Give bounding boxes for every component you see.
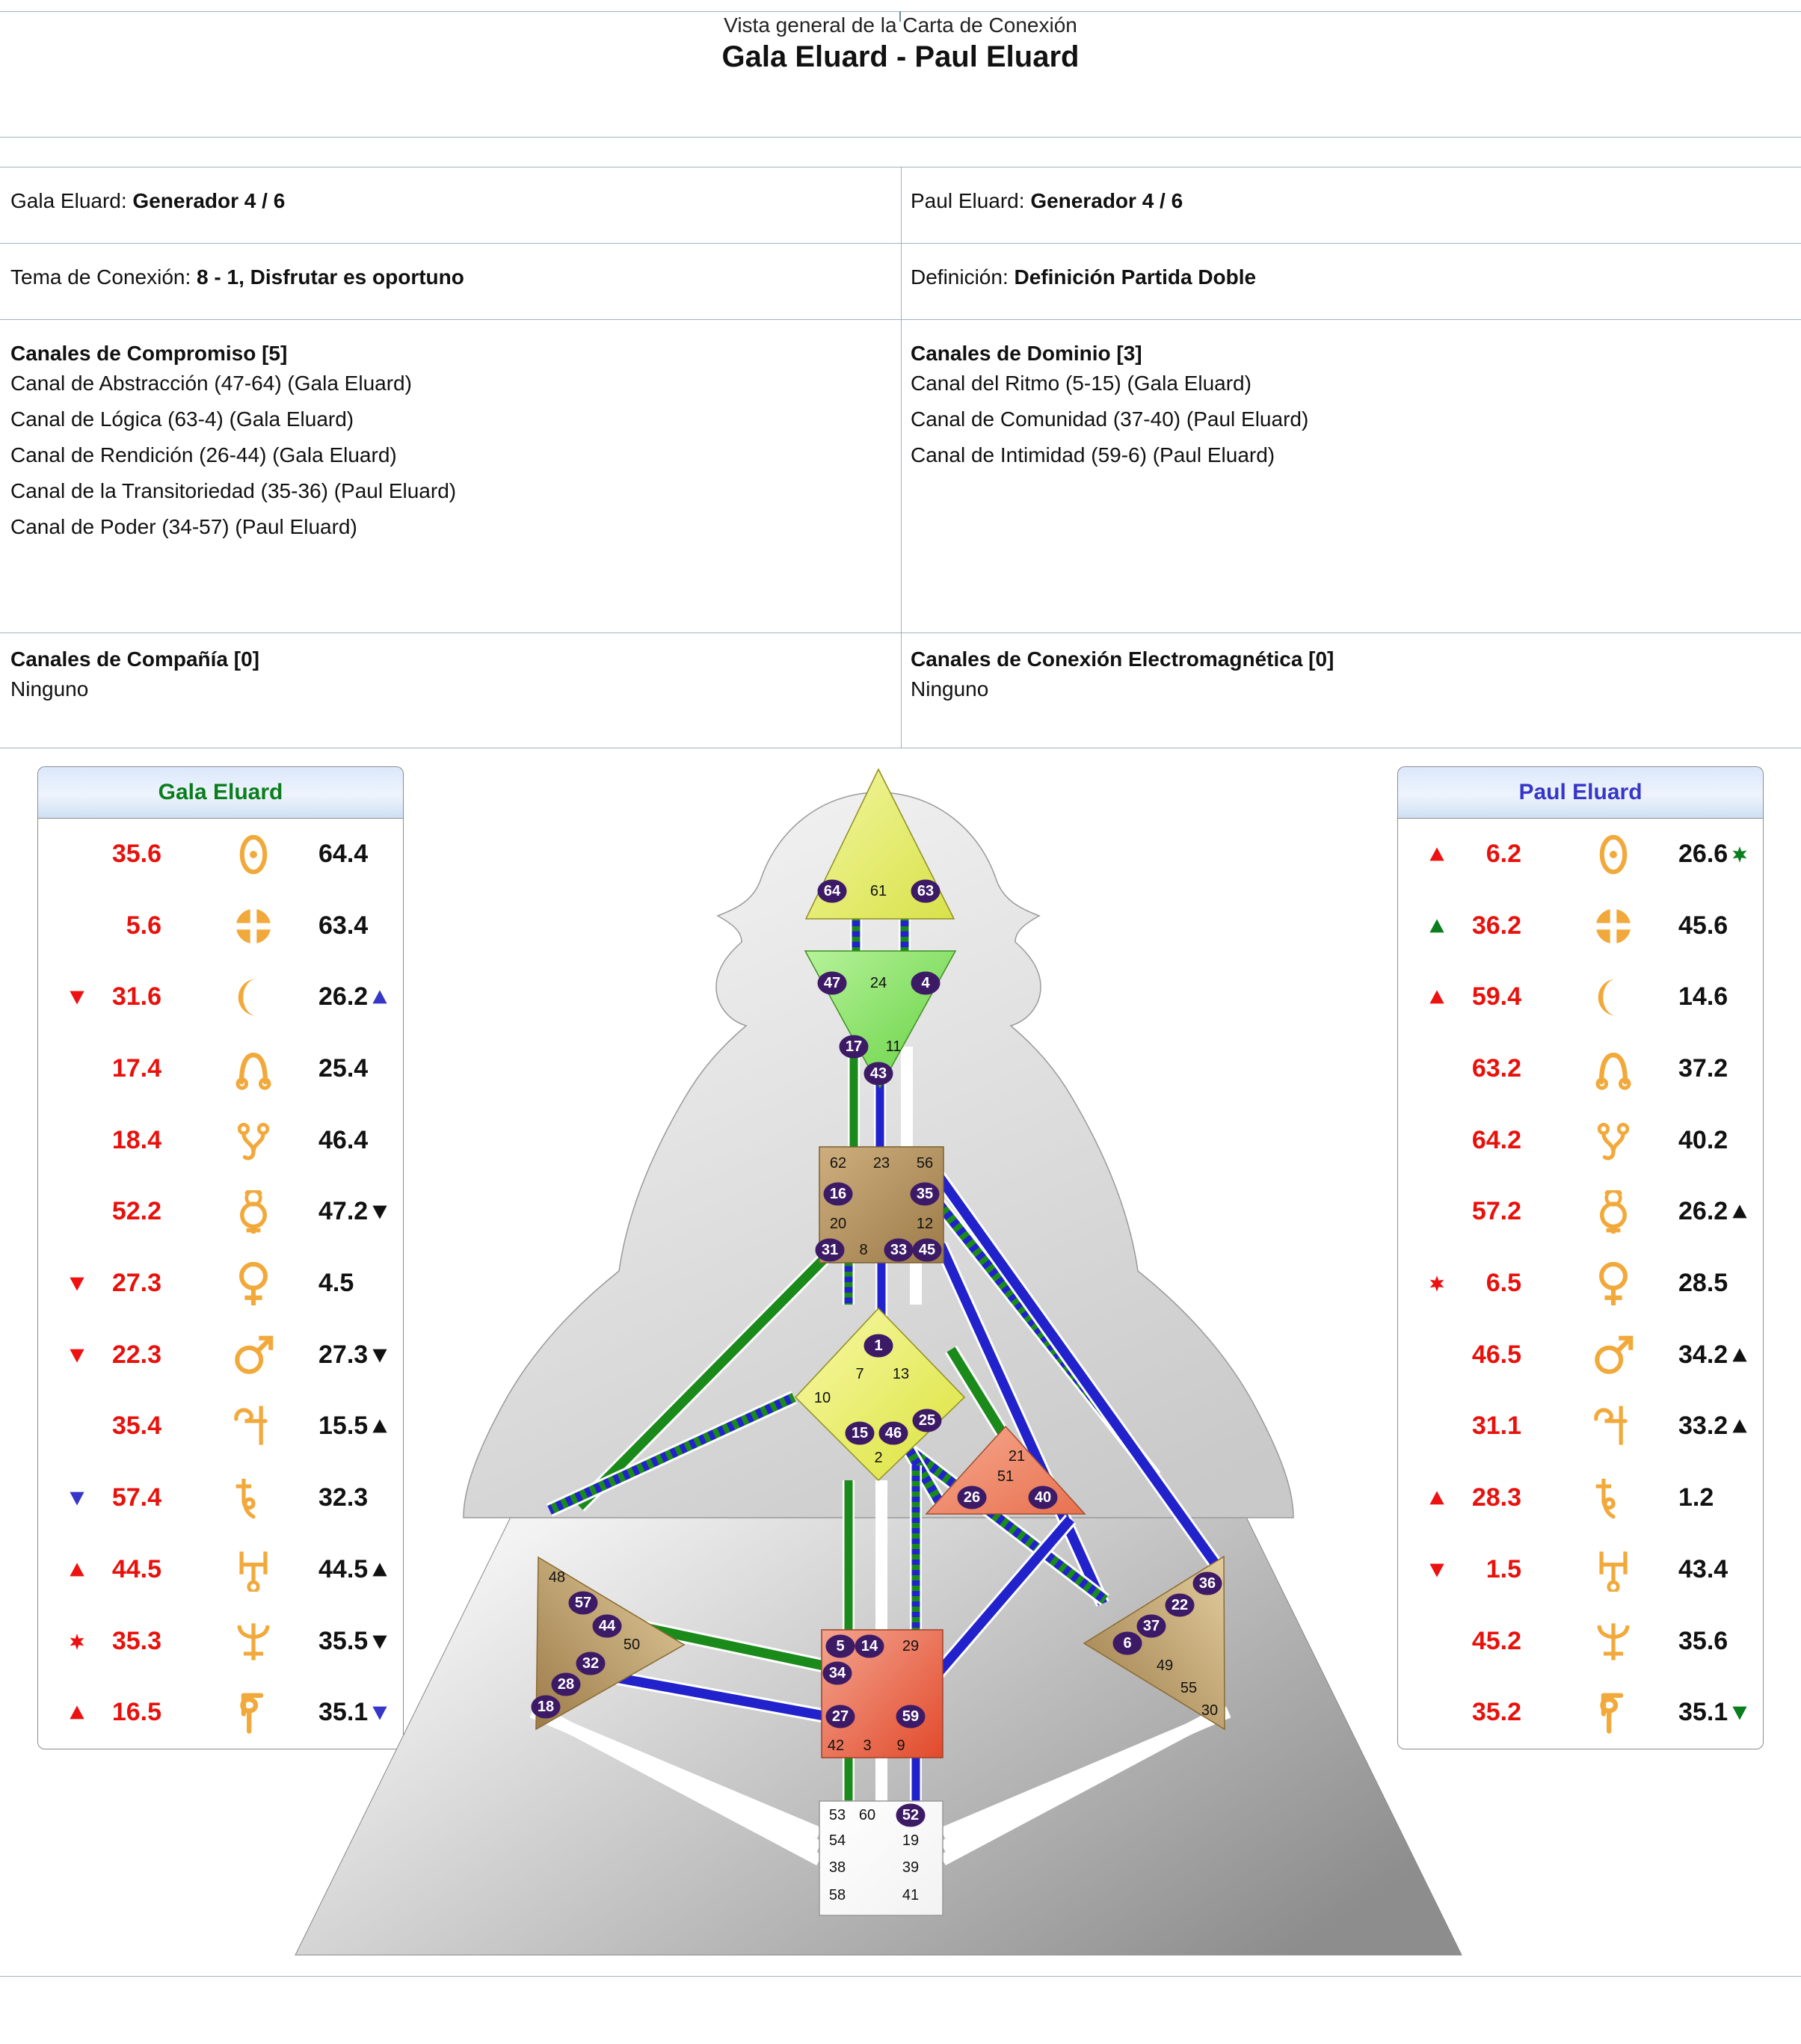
svg-text:8: 8 [859,1242,867,1258]
svg-text:56: 56 [917,1155,933,1172]
svg-text:38: 38 [829,1859,846,1876]
svg-text:47: 47 [824,975,840,991]
svg-text:62: 62 [830,1155,846,1172]
svg-text:6: 6 [1123,1635,1131,1651]
svg-text:58: 58 [829,1887,846,1903]
svg-text:17: 17 [846,1038,862,1055]
svg-text:4: 4 [921,975,930,991]
svg-text:57: 57 [575,1595,591,1611]
svg-text:23: 23 [873,1155,890,1172]
svg-text:21: 21 [1009,1448,1025,1465]
svg-text:2: 2 [874,1450,882,1466]
svg-text:55: 55 [1180,1680,1197,1696]
svg-text:64: 64 [824,883,841,899]
svg-text:19: 19 [902,1832,919,1849]
svg-text:29: 29 [902,1638,919,1654]
svg-text:59: 59 [902,1708,919,1725]
svg-text:63: 63 [917,883,934,899]
svg-text:15: 15 [852,1425,868,1441]
svg-text:51: 51 [997,1468,1014,1485]
svg-text:5: 5 [836,1638,844,1654]
svg-text:7: 7 [855,1366,863,1382]
svg-text:35: 35 [917,1186,933,1202]
svg-text:42: 42 [828,1737,844,1754]
svg-text:44: 44 [599,1618,616,1634]
svg-text:25: 25 [919,1412,935,1429]
svg-text:34: 34 [829,1665,846,1681]
svg-text:49: 49 [1157,1657,1173,1674]
svg-text:24: 24 [870,975,887,991]
svg-text:27: 27 [832,1708,849,1725]
svg-text:33: 33 [890,1242,907,1258]
svg-text:60: 60 [859,1807,875,1823]
svg-text:61: 61 [870,883,887,899]
svg-text:54: 54 [829,1832,846,1849]
svg-text:37: 37 [1143,1618,1160,1634]
svg-text:1: 1 [874,1337,882,1354]
svg-text:36: 36 [1199,1575,1216,1592]
svg-text:10: 10 [814,1390,831,1406]
svg-text:12: 12 [917,1216,933,1232]
svg-text:20: 20 [830,1216,846,1232]
svg-text:52: 52 [902,1807,919,1823]
svg-text:11: 11 [886,1038,902,1055]
svg-text:22: 22 [1172,1597,1188,1613]
svg-text:45: 45 [919,1242,935,1258]
svg-text:16: 16 [830,1186,846,1202]
svg-text:41: 41 [902,1887,919,1903]
svg-text:31: 31 [822,1242,838,1258]
svg-text:39: 39 [902,1859,919,1876]
svg-text:48: 48 [549,1569,565,1586]
svg-text:30: 30 [1201,1702,1218,1719]
svg-text:9: 9 [896,1737,905,1754]
svg-text:13: 13 [893,1366,909,1382]
svg-text:3: 3 [863,1737,871,1754]
svg-text:28: 28 [558,1676,574,1693]
svg-text:18: 18 [538,1699,554,1715]
svg-text:50: 50 [624,1637,640,1653]
svg-text:43: 43 [870,1065,887,1082]
svg-text:46: 46 [885,1425,902,1441]
svg-text:53: 53 [829,1807,846,1823]
svg-text:14: 14 [861,1638,878,1654]
svg-text:26: 26 [964,1489,980,1506]
svg-text:40: 40 [1035,1489,1051,1506]
svg-text:32: 32 [582,1655,599,1672]
